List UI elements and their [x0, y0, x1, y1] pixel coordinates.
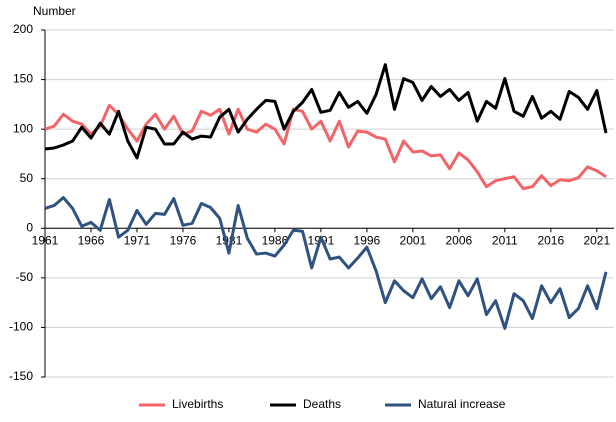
x-tick-label: 1966: [78, 233, 105, 247]
series-line: [44, 196, 608, 330]
x-tick-label: 1981: [216, 233, 243, 247]
x-tick-label: 1961: [32, 233, 59, 247]
y-tick-label: -50: [16, 270, 34, 284]
series-line: [44, 63, 608, 160]
x-tick-label: 1986: [262, 233, 289, 247]
y-tick-label: 0: [26, 220, 33, 234]
y-tick-label: 200: [13, 22, 33, 36]
x-tick-label: 1971: [124, 233, 151, 247]
x-tick-label: 1996: [354, 233, 381, 247]
y-tick-label: -100: [9, 320, 33, 334]
x-tick-label: 2016: [537, 233, 564, 247]
y-tick-label: 150: [13, 72, 33, 86]
y-tick-label: 50: [20, 171, 34, 185]
legend-label: Livebirths: [172, 397, 223, 411]
x-tick-label: 2021: [583, 233, 610, 247]
series-line: [44, 103, 607, 191]
x-tick-label: 2006: [446, 233, 473, 247]
x-tick-label: 1976: [170, 233, 197, 247]
y-tick-label: 100: [13, 121, 33, 135]
y-axis-label: Number: [33, 4, 76, 18]
legend-label: Deaths: [303, 397, 341, 411]
x-tick-label: 2011: [492, 233, 518, 247]
x-tick-label: 2001: [400, 233, 427, 247]
legend-label: Natural increase: [418, 397, 506, 411]
y-tick-label: -150: [9, 369, 33, 383]
